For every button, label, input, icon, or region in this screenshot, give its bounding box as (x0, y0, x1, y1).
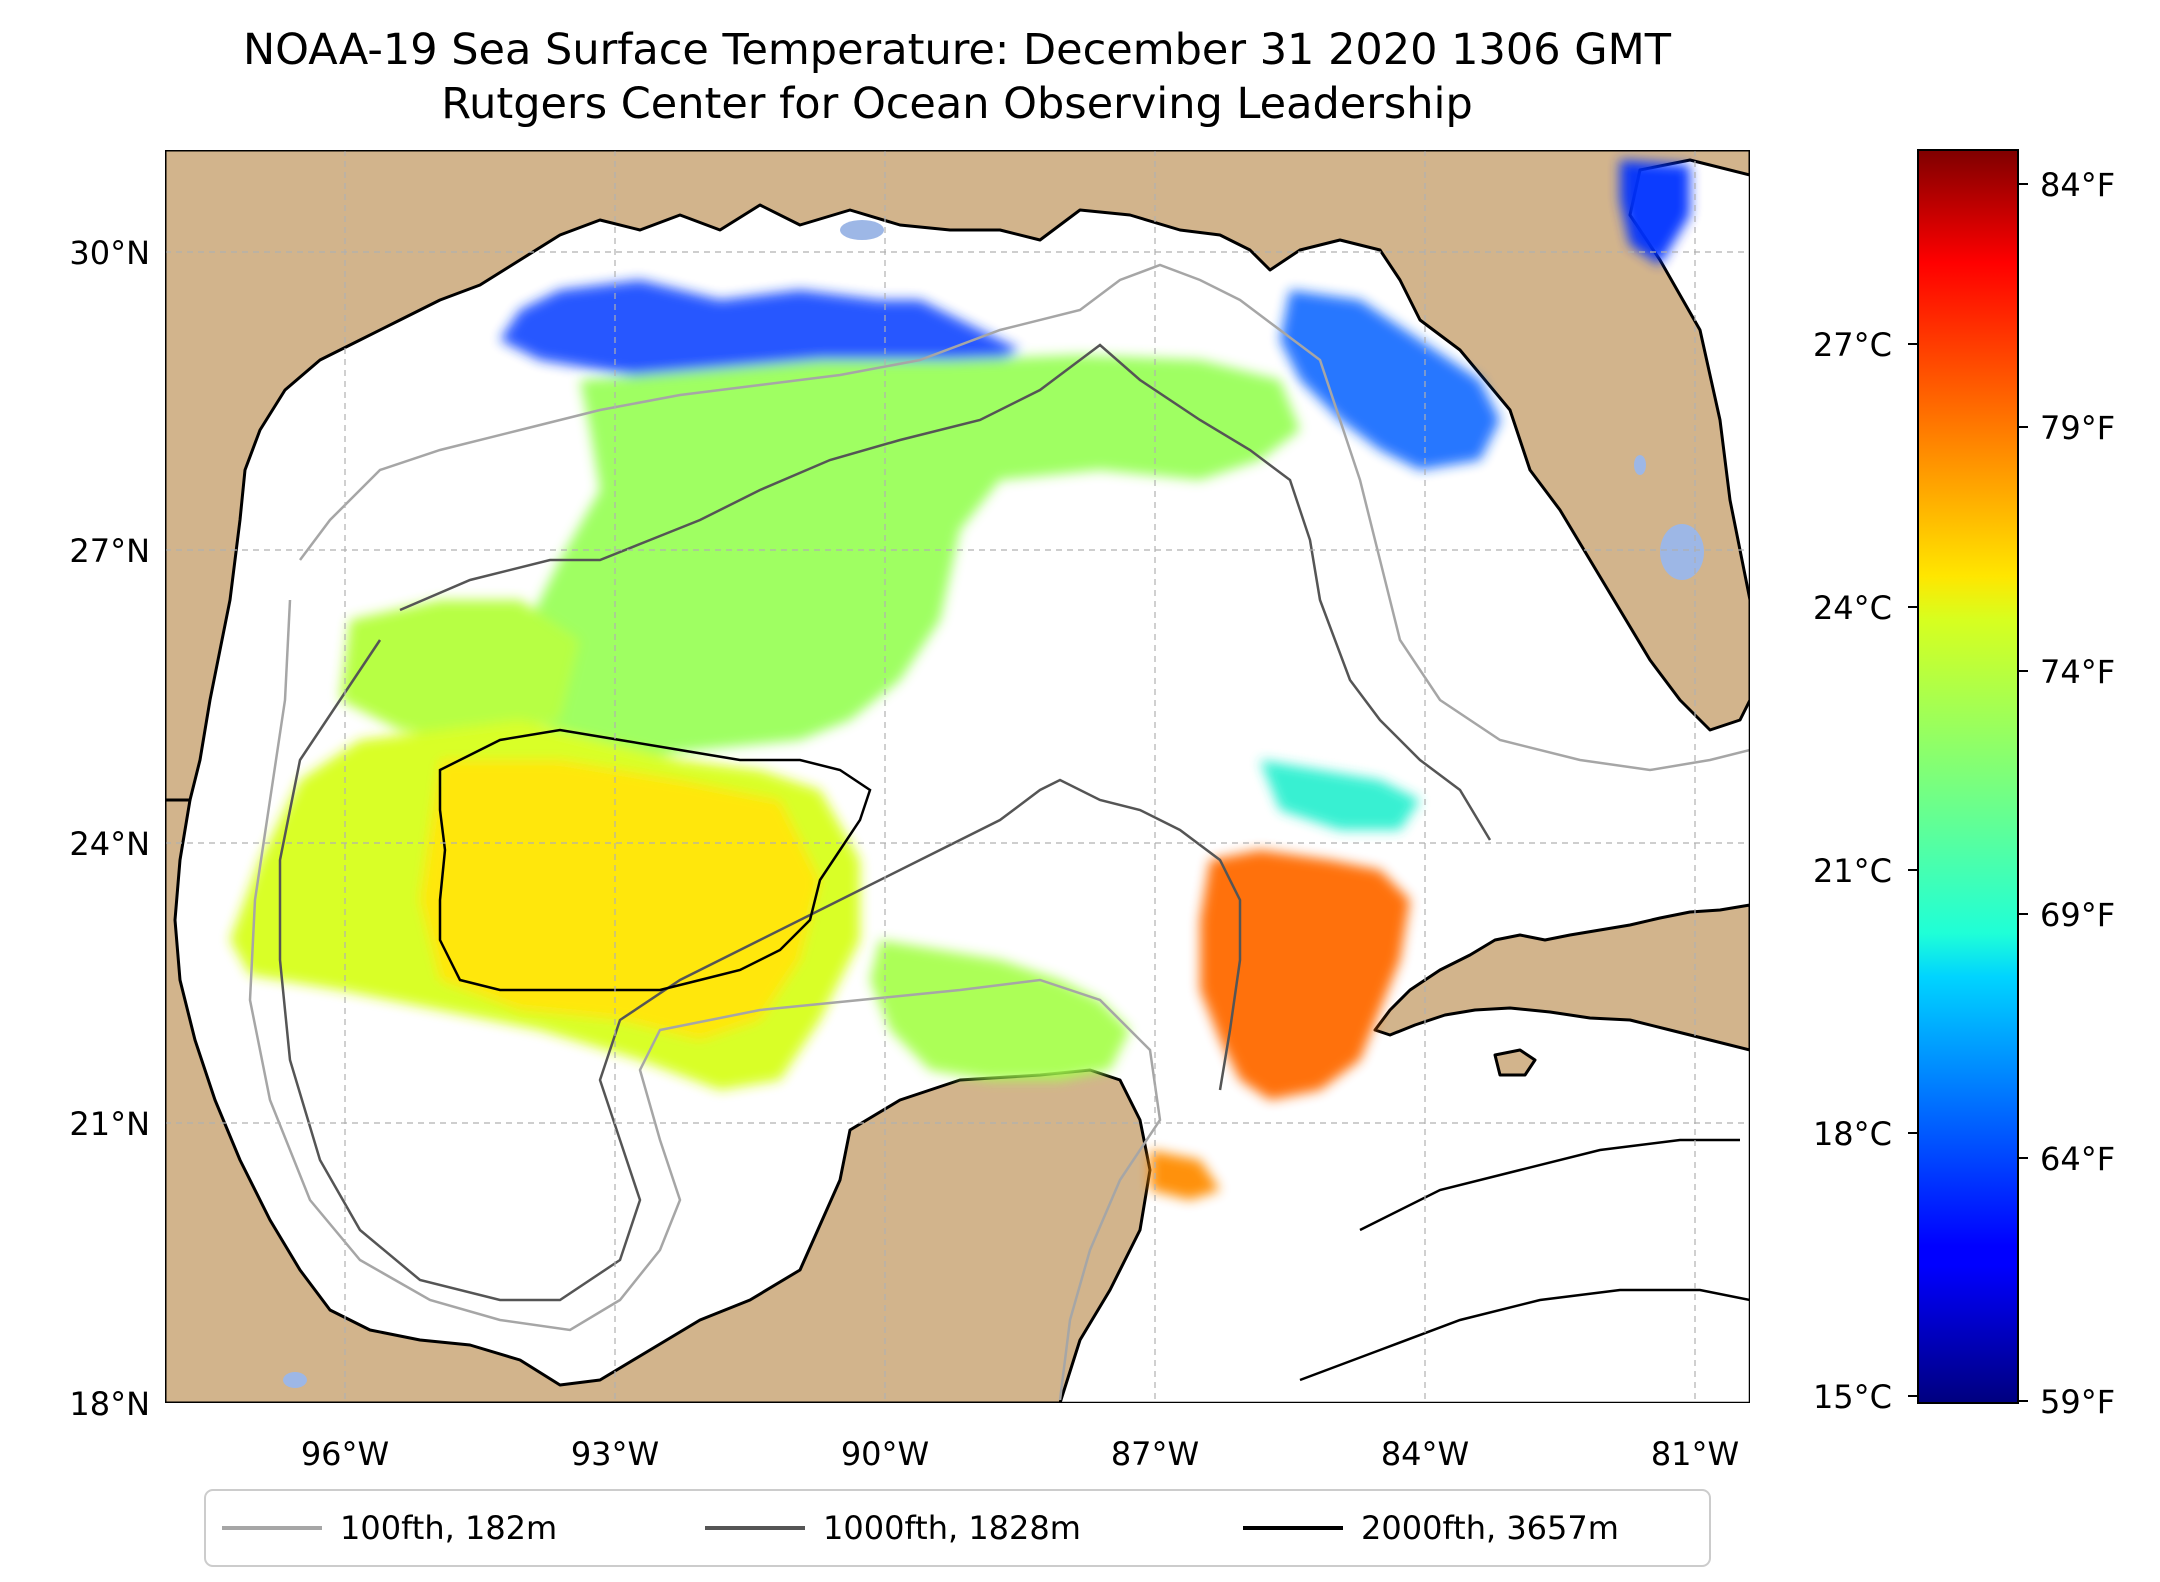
lon-tick-84: 84°W (1381, 1435, 1469, 1473)
legend-label-2000fth: 2000fth, 3657m (1361, 1509, 1619, 1547)
land-mexico (165, 798, 1152, 1403)
lat-axis: 30°N 27°N 24°N 21°N 18°N (69, 234, 150, 1423)
lake-florida-small (1634, 455, 1646, 475)
sst-patch-southeast-orange (1200, 850, 1410, 1100)
colorbar: 27°C 24°C 21°C 18°C 15°C 84°F 79°F 74°F … (1813, 149, 2115, 1421)
lake-pontchartrain (840, 220, 884, 240)
title-line-1: NOAA-19 Sea Surface Temperature: Decembe… (243, 25, 1672, 75)
lon-tick-90: 90°W (841, 1435, 929, 1473)
sst-patch-northeast-cold (1280, 290, 1500, 470)
contour-1000fth (278, 343, 1492, 1302)
lon-axis: 96°W 93°W 90°W 87°W 84°W 81°W (301, 1435, 1739, 1473)
sst-patch-east-cyan (1260, 760, 1420, 830)
lat-tick-21: 21°N (69, 1105, 150, 1143)
lakes (283, 220, 1704, 1388)
colorbar-celsius-ticks: 27°C 24°C 21°C 18°C 15°C (1813, 326, 1918, 1416)
lon-tick-87: 87°W (1111, 1435, 1199, 1473)
c-tick-label-27: 27°C (1813, 326, 1892, 364)
sst-patch-south-green (870, 940, 1130, 1080)
land-cuba (1373, 903, 1750, 1052)
f-tick-label-69: 69°F (2040, 896, 2115, 934)
sst-patch-central-green (520, 355, 1300, 760)
sst-patch-mid-green (340, 600, 580, 740)
legend-item-100fth: 100fth, 182m (222, 1509, 557, 1547)
c-tick-label-18: 18°C (1813, 1115, 1892, 1153)
f-tick-label-84: 84°F (2040, 166, 2115, 204)
legend-item-1000fth: 1000fth, 1828m (705, 1509, 1081, 1547)
title-line-2: Rutgers Center for Ocean Observing Leade… (441, 79, 1473, 129)
sst-patch-yucatan-orange (1150, 1150, 1220, 1200)
c-tick-label-21: 21°C (1813, 852, 1892, 890)
c-tick-label-15: 15°C (1813, 1378, 1892, 1416)
sst-patch-florida-cold (1620, 160, 1690, 265)
f-tick-label-74: 74°F (2040, 653, 2115, 691)
colorbar-gradient (1917, 149, 2019, 1404)
lon-tick-81: 81°W (1651, 1435, 1739, 1473)
f-tick-label-64: 64°F (2040, 1140, 2115, 1178)
colorbar-fahrenheit-ticks: 84°F 79°F 74°F 69°F 64°F 59°F (2018, 166, 2115, 1421)
legend-label-100fth: 100fth, 182m (340, 1509, 557, 1547)
legend-item-2000fth: 2000fth, 3657m (1243, 1509, 1619, 1547)
land-isla-juventud (1493, 1048, 1537, 1077)
sst-patch-west-warm (420, 760, 820, 1040)
f-tick-label-59: 59°F (2040, 1383, 2115, 1421)
contour-2000fth (438, 728, 1750, 1382)
lat-tick-24: 24°N (69, 825, 150, 863)
legend-label-1000fth: 1000fth, 1828m (823, 1509, 1081, 1547)
legend: 100fth, 182m 1000fth, 1828m 2000fth, 365… (204, 1489, 1711, 1567)
lat-tick-30: 30°N (69, 234, 150, 272)
map-panel (165, 150, 1750, 1403)
lake-mexico-small (283, 1372, 307, 1388)
land (165, 150, 1750, 1403)
f-tick-label-79: 79°F (2040, 409, 2115, 447)
sst-patches (230, 160, 1690, 1200)
lat-tick-27: 27°N (69, 532, 150, 570)
bathymetry-contours (248, 263, 1750, 1401)
lon-tick-93: 93°W (571, 1435, 659, 1473)
c-tick-label-24: 24°C (1813, 589, 1892, 627)
land-us-gulf-coast (165, 150, 1750, 802)
lake-okeechobee (1660, 524, 1704, 580)
lat-tick-18: 18°N (69, 1385, 150, 1423)
lon-tick-96: 96°W (301, 1435, 389, 1473)
legend-box (204, 1489, 1711, 1567)
graticule (165, 150, 1750, 1403)
